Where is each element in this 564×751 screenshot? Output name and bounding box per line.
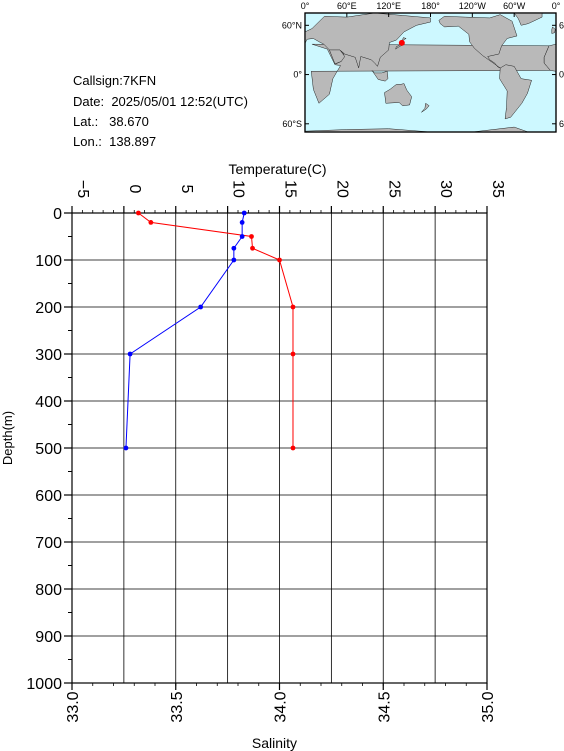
bottom-tick-label: 33.5	[169, 691, 186, 722]
temperature-data-point	[277, 257, 282, 263]
map-land	[551, 26, 556, 34]
map-lat-label-right: 60°S	[559, 119, 564, 129]
map-lat-label: 0°	[293, 70, 302, 80]
salinity-data-point	[239, 220, 245, 225]
y-tick-label: 100	[35, 253, 62, 270]
top-tick-label: 0	[126, 185, 143, 194]
top-tick-label: 20	[333, 180, 350, 198]
temperature-data-point	[290, 351, 296, 357]
y-axis-title: Depth(m)	[0, 411, 15, 465]
top-axis-title: Temperature(C)	[228, 161, 326, 177]
bottom-tick-label: 33.0	[65, 691, 82, 722]
bottom-axis-title: Salinity	[252, 735, 297, 751]
date-label: Date:	[73, 94, 105, 109]
salinity-data-point	[239, 234, 245, 239]
salinity-data-point	[231, 245, 237, 251]
temperature-data-point	[136, 210, 141, 216]
top-tick-label: 30	[437, 180, 454, 198]
bottom-tick-label: 35.0	[480, 691, 497, 722]
map-land	[371, 70, 389, 82]
lon-label: Lon.:	[73, 134, 102, 149]
map-lon-label: 120°E	[376, 1, 401, 11]
map-land	[395, 37, 407, 50]
temperature-data-point	[148, 220, 154, 225]
station-marker	[398, 39, 405, 46]
date-value: 2025/05/01 12:52(UTC)	[111, 94, 248, 109]
map-land	[384, 83, 412, 106]
map-lon-label: 60°E	[337, 1, 357, 11]
lat-line: Lat.: 38.670	[73, 114, 149, 129]
salinity-data-point	[198, 304, 204, 310]
map-land	[438, 14, 518, 69]
bottom-tick-label: 34.5	[376, 691, 393, 722]
map-land	[421, 102, 430, 113]
map-land	[329, 49, 346, 65]
top-tick-label: 5	[178, 185, 195, 194]
map-land	[499, 64, 532, 120]
y-tick-label: 200	[35, 300, 62, 317]
callsign-value: 7KFN	[122, 73, 157, 88]
salinity-data-point	[241, 210, 247, 216]
temperature-data-point	[290, 304, 296, 310]
top-tick-label: 15	[282, 180, 299, 198]
map-lon-label: 0°	[301, 1, 310, 11]
y-tick-label: 600	[35, 488, 62, 505]
y-tick-label: 500	[35, 441, 62, 458]
map-lat-label: 60°N	[282, 20, 302, 30]
lat-value: 38.670	[109, 114, 149, 129]
y-tick-label: 300	[35, 347, 62, 364]
top-tick-label: 10	[230, 180, 247, 198]
plot-area: 0 100 200 300 400 500 600 700 800 900 1000 −5 0 5 10 15…	[0, 161, 506, 751]
salinity-data-point	[127, 351, 133, 357]
salinity-data-point	[231, 257, 237, 263]
map-lon-label: 60°W	[503, 1, 526, 11]
y-tick-label: 800	[35, 582, 62, 599]
y-tick-label: 0	[53, 206, 62, 223]
map-lon-label: 0°	[552, 1, 561, 11]
temperature-data-point	[250, 245, 255, 251]
map-lat-label-right: 60°N	[559, 20, 564, 30]
date-line: Date: 2025/05/01 12:52(UTC)	[73, 94, 248, 109]
map-lat-label-right: 0°	[559, 70, 564, 80]
temperature-data-point	[249, 234, 254, 239]
y-tick-label: 400	[35, 394, 62, 411]
y-tick-label: 1000	[26, 676, 62, 693]
callsign-line: Callsign:7KFN	[73, 73, 156, 88]
top-tick-label: 35	[489, 180, 506, 198]
world-map: 0° 60°E 120°E 180° 120°W 60°W 0° 60°N 60°N 0° 0° 60…	[282, 1, 564, 133]
top-tick-label: 25	[385, 180, 402, 198]
salinity-data-point	[123, 445, 129, 451]
lon-line: Lon.: 138.897	[73, 134, 156, 149]
y-tick-label: 700	[35, 535, 62, 552]
temperature-profile-line	[138, 212, 294, 448]
map-lat-label: 60°S	[282, 119, 302, 129]
map-lon-label: 120°W	[459, 1, 487, 11]
lat-label: Lat.:	[73, 114, 99, 129]
bottom-tick-label: 34.0	[273, 691, 290, 722]
map-lon-label: 180°	[421, 1, 440, 11]
callsign-label: Callsign:	[73, 73, 123, 88]
temperature-data-point	[290, 445, 296, 451]
top-tick-label: −5	[74, 180, 91, 198]
lon-value: 138.897	[109, 134, 157, 149]
y-tick-label: 900	[35, 629, 62, 646]
